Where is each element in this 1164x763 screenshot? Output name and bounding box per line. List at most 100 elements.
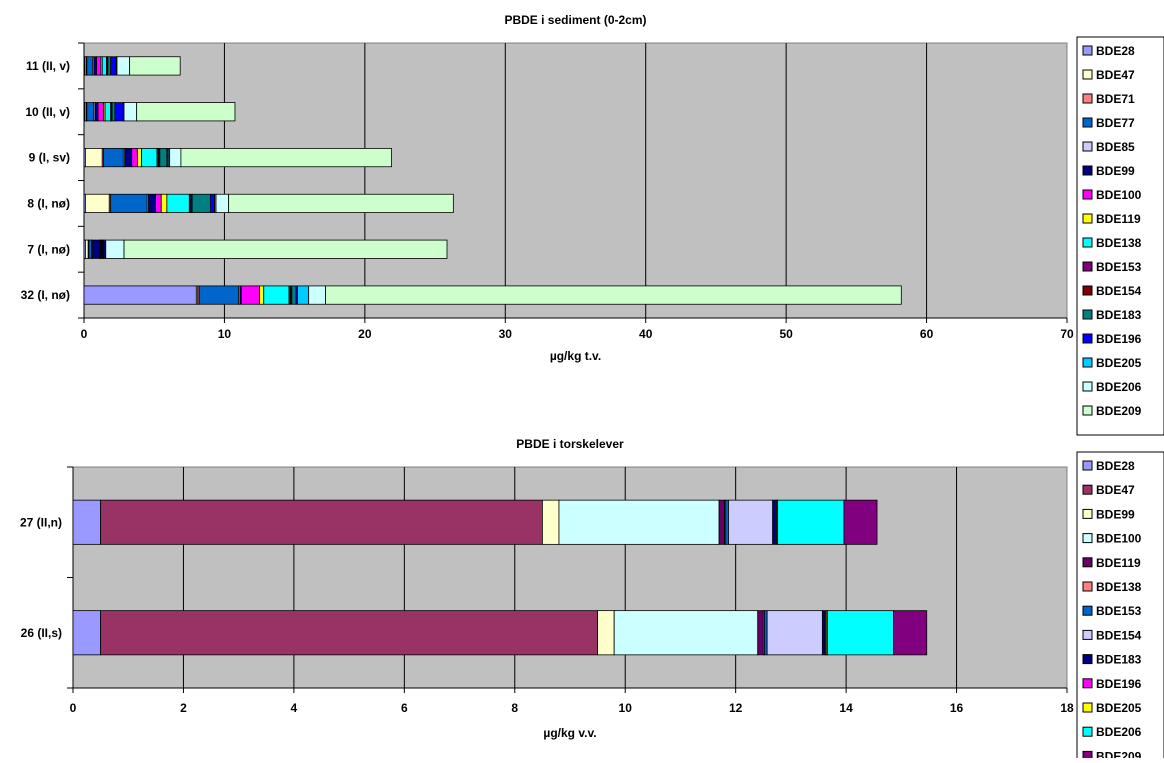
chart2-x-tick-label: 2 [180,701,187,715]
chart1-legend-label: BDE119 [1096,212,1141,226]
chart1-bar-segment-bde138 [141,148,158,168]
chart1-x-tick-label: 10 [218,327,232,341]
chart1-x-tick-label: 70 [1060,327,1074,341]
chart1-legend-swatch [1082,405,1093,416]
chart2-title: PBDE i torskelever [516,437,624,451]
chart1-legend-swatch [1082,117,1093,128]
chart1-legend-label: BDE154 [1096,284,1142,298]
chart1-x-tick-label: 30 [499,327,513,341]
chart1-plot-area [83,42,1068,319]
chart2-x-tick-label: 14 [839,701,853,715]
chart2-bar-segment-bde209 [893,610,928,656]
chart1-x-tick-label: 50 [779,327,793,341]
chart1-bar-segment-bde205 [297,285,310,305]
chart1-bar-segment-bde99 [94,102,99,122]
chart2-category-label: 26 (II,s) [21,626,62,640]
chart1-bar-segment-bde206 [215,193,230,213]
chart2-bar-segment-bde99 [597,610,615,656]
chart2-bar-segment-bde99 [541,499,560,545]
chart1-legend-swatch [1082,381,1093,392]
chart2-legend-label: BDE119 [1096,556,1141,570]
chart1-x-tick-label: 60 [920,327,934,341]
chart1-bar-segment-bde206 [105,239,125,259]
chart2-x-tick-label: 12 [729,701,743,715]
chart1-bar-segment-bde77 [88,239,93,259]
chart1-bar-segment-bde183 [191,193,211,213]
chart1-bar-segment-bde183 [159,148,168,168]
chart2-bar-segment-bde100 [558,499,720,545]
chart1-bar-segment-bde119 [160,193,168,213]
chart2-bar-segment-bde28 [72,499,102,545]
chart2-legend-swatch [1082,508,1093,519]
chart1-legend-swatch [1082,93,1093,104]
chart1-bar-segment-bde119 [259,285,265,305]
chart1-bar-segment-bde100 [155,193,162,213]
chart1-legend-swatch [1082,285,1093,296]
chart2-bar-segment-bde206 [777,499,845,545]
chart1-bar-segment-bde138 [166,193,190,213]
chart1-legend-swatch [1082,213,1093,224]
chart2-legend-label: BDE28 [1096,459,1135,473]
chart2-x-tick-label: 8 [511,701,518,715]
chart2-legend-label: BDE153 [1096,604,1142,618]
chart1-bar-segment-bde100 [240,285,260,305]
chart1-bar-segment-bde99 [93,56,98,76]
chart1-category-label: 7 (I, nø) [27,242,70,256]
chart1-legend-swatch [1082,357,1093,368]
chart2-legend-label: BDE205 [1096,701,1142,715]
chart1-bar-segment-bde77 [198,285,239,305]
chart1-bar-segment-bde183 [111,102,116,122]
chart1-bar-segment-bde47 [85,193,110,213]
chart2-x-axis-label: µg/kg v.v. [543,726,596,740]
chart1-category-label: 10 (II, v) [25,105,70,119]
chart1-bar-segment-bde196 [209,193,215,213]
chart2-legend-label: BDE206 [1096,725,1142,739]
chart1-legend-label: BDE209 [1096,404,1142,418]
chart1-bar-segment-bde77 [86,56,93,76]
chart2-legend-swatch [1082,726,1093,737]
chart1-legend-swatch [1082,189,1093,200]
chart1-legend-swatch [1082,69,1093,80]
chart1-bar-segment-bde138 [101,56,107,76]
chart2-legend-label: BDE100 [1096,532,1142,546]
chart1-bar-segment-bde209 [136,102,236,122]
chart2-legend-label: BDE196 [1096,677,1142,691]
chart2-x-tick-label: 16 [950,701,964,715]
chart2-legend-swatch [1082,557,1093,568]
chart1-legend-swatch [1082,261,1093,272]
chart2-bar-segment-bde154 [766,610,823,656]
chart1-bar-segment-bde206 [308,285,326,305]
chart2-legend-swatch [1082,750,1093,761]
chart2-legend-swatch [1082,581,1093,592]
chart2-legend-swatch [1082,702,1093,713]
chart1-bar-segment-bde99 [92,239,100,259]
chart1-bar-segment-bde209 [129,56,181,76]
chart1-bar-segment-bde196 [110,56,117,76]
chart1-x-tick-label: 0 [81,327,88,341]
chart1-bar-segment-bde206 [123,102,138,122]
chart1-x-axis-label: µg/kg t.v. [550,349,601,363]
chart1-legend-label: BDE85 [1096,140,1135,154]
chart1-bar-segment-bde28 [83,285,197,305]
chart2-category-label: 27 (II,n) [20,515,62,529]
chart1-category-label: 8 (I, nø) [27,196,70,210]
chart2-bar-segment-bde47 [100,499,543,545]
chart2-legend-label: BDE209 [1096,749,1142,758]
chart2-legend-swatch [1082,629,1093,640]
chart1-category-label: 32 (I, nø) [21,288,70,302]
chart1-bar-segment-bde99 [124,148,133,168]
chart1-x-tick-label: 40 [639,327,653,341]
chart2-bar-segment-bde119 [757,610,764,656]
chart1-category-label: 11 (II, v) [26,59,70,73]
chart1-legend-label: BDE71 [1096,92,1135,106]
chart1-bar-segment-bde100 [97,102,105,122]
chart1-bar-segment-bde209 [325,285,902,305]
chart1-bar-segment-bde209 [180,148,392,168]
chart2-bar-segment-bde47 [100,610,599,656]
chart2-bar-segment-bde154 [728,499,774,545]
chart2-x-tick-label: 4 [291,701,298,715]
chart1-bar-segment-bde206 [169,148,182,168]
chart1-legend-label: BDE77 [1096,116,1135,130]
